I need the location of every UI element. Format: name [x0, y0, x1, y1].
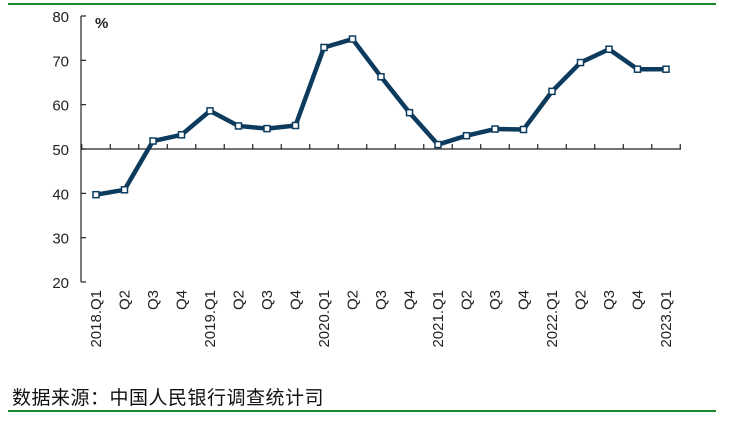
x-tick-label: Q3 — [145, 290, 162, 310]
series-line-group — [92, 35, 670, 199]
x-tick-label: Q4 — [174, 290, 191, 310]
x-tick-label: 2020.Q1 — [316, 290, 333, 348]
data-point — [491, 125, 499, 133]
data-point — [149, 137, 157, 145]
data-point — [263, 124, 271, 133]
data-point — [405, 108, 414, 117]
data-point — [348, 35, 357, 43]
y-tick-label: 80 — [52, 9, 69, 26]
y-tick-label: 30 — [52, 231, 69, 248]
data-point — [576, 58, 585, 67]
x-tick-label: 2019.Q1 — [202, 290, 219, 348]
bottom-rule — [8, 410, 716, 412]
data-point — [662, 65, 670, 73]
data-point — [92, 190, 100, 199]
data-point — [320, 43, 328, 52]
x-tick-label: Q3 — [259, 290, 276, 310]
x-tick-label: Q2 — [231, 290, 248, 310]
data-point — [434, 140, 442, 149]
x-tick-label: Q4 — [288, 290, 305, 310]
tick-labels: 20 30 40 50 60 70 80 % 2018.Q1 Q2 Q3 Q4 2019.Q1 Q2 Q3 Q… — [52, 9, 675, 348]
source-note: 数据来源：中国人民银行调查统计司 — [12, 387, 325, 409]
x-tick-label: Q2 — [459, 290, 476, 310]
y-tick-label: 20 — [52, 275, 69, 292]
y-tick-label: 70 — [52, 53, 69, 70]
x-tick-label: Q3 — [373, 290, 390, 310]
data-point — [120, 186, 129, 194]
data-point — [177, 131, 186, 139]
data-point — [633, 65, 642, 73]
x-tick-label: Q3 — [601, 290, 618, 310]
x-axis — [81, 144, 681, 150]
x-tick-label: Q2 — [573, 290, 590, 310]
data-point — [548, 87, 556, 96]
x-tick-label: Q2 — [117, 290, 134, 310]
top-rule — [8, 3, 716, 5]
x-tick-label: Q4 — [402, 290, 419, 310]
data-point — [605, 45, 613, 53]
data-point — [377, 72, 385, 81]
x-tick-label: 2021.Q1 — [430, 290, 447, 348]
y-tick-label: 50 — [52, 142, 69, 159]
x-tick-label: Q2 — [345, 290, 362, 310]
x-tick-label: 2022.Q1 — [544, 290, 561, 348]
x-tick-label: Q4 — [630, 290, 647, 310]
data-point — [519, 125, 528, 134]
x-tick-label: 2018.Q1 — [88, 290, 105, 348]
data-point — [206, 107, 214, 115]
y-tick-label: 60 — [52, 98, 69, 115]
x-tick-label: Q3 — [487, 290, 504, 310]
x-tick-label: 2023.Q1 — [658, 290, 675, 348]
y-tick-label: 40 — [52, 186, 69, 203]
x-tick-label: Q4 — [516, 290, 533, 310]
data-point — [291, 121, 300, 130]
y-unit-label: % — [95, 15, 108, 32]
data-point — [462, 131, 471, 140]
data-point — [234, 122, 243, 130]
